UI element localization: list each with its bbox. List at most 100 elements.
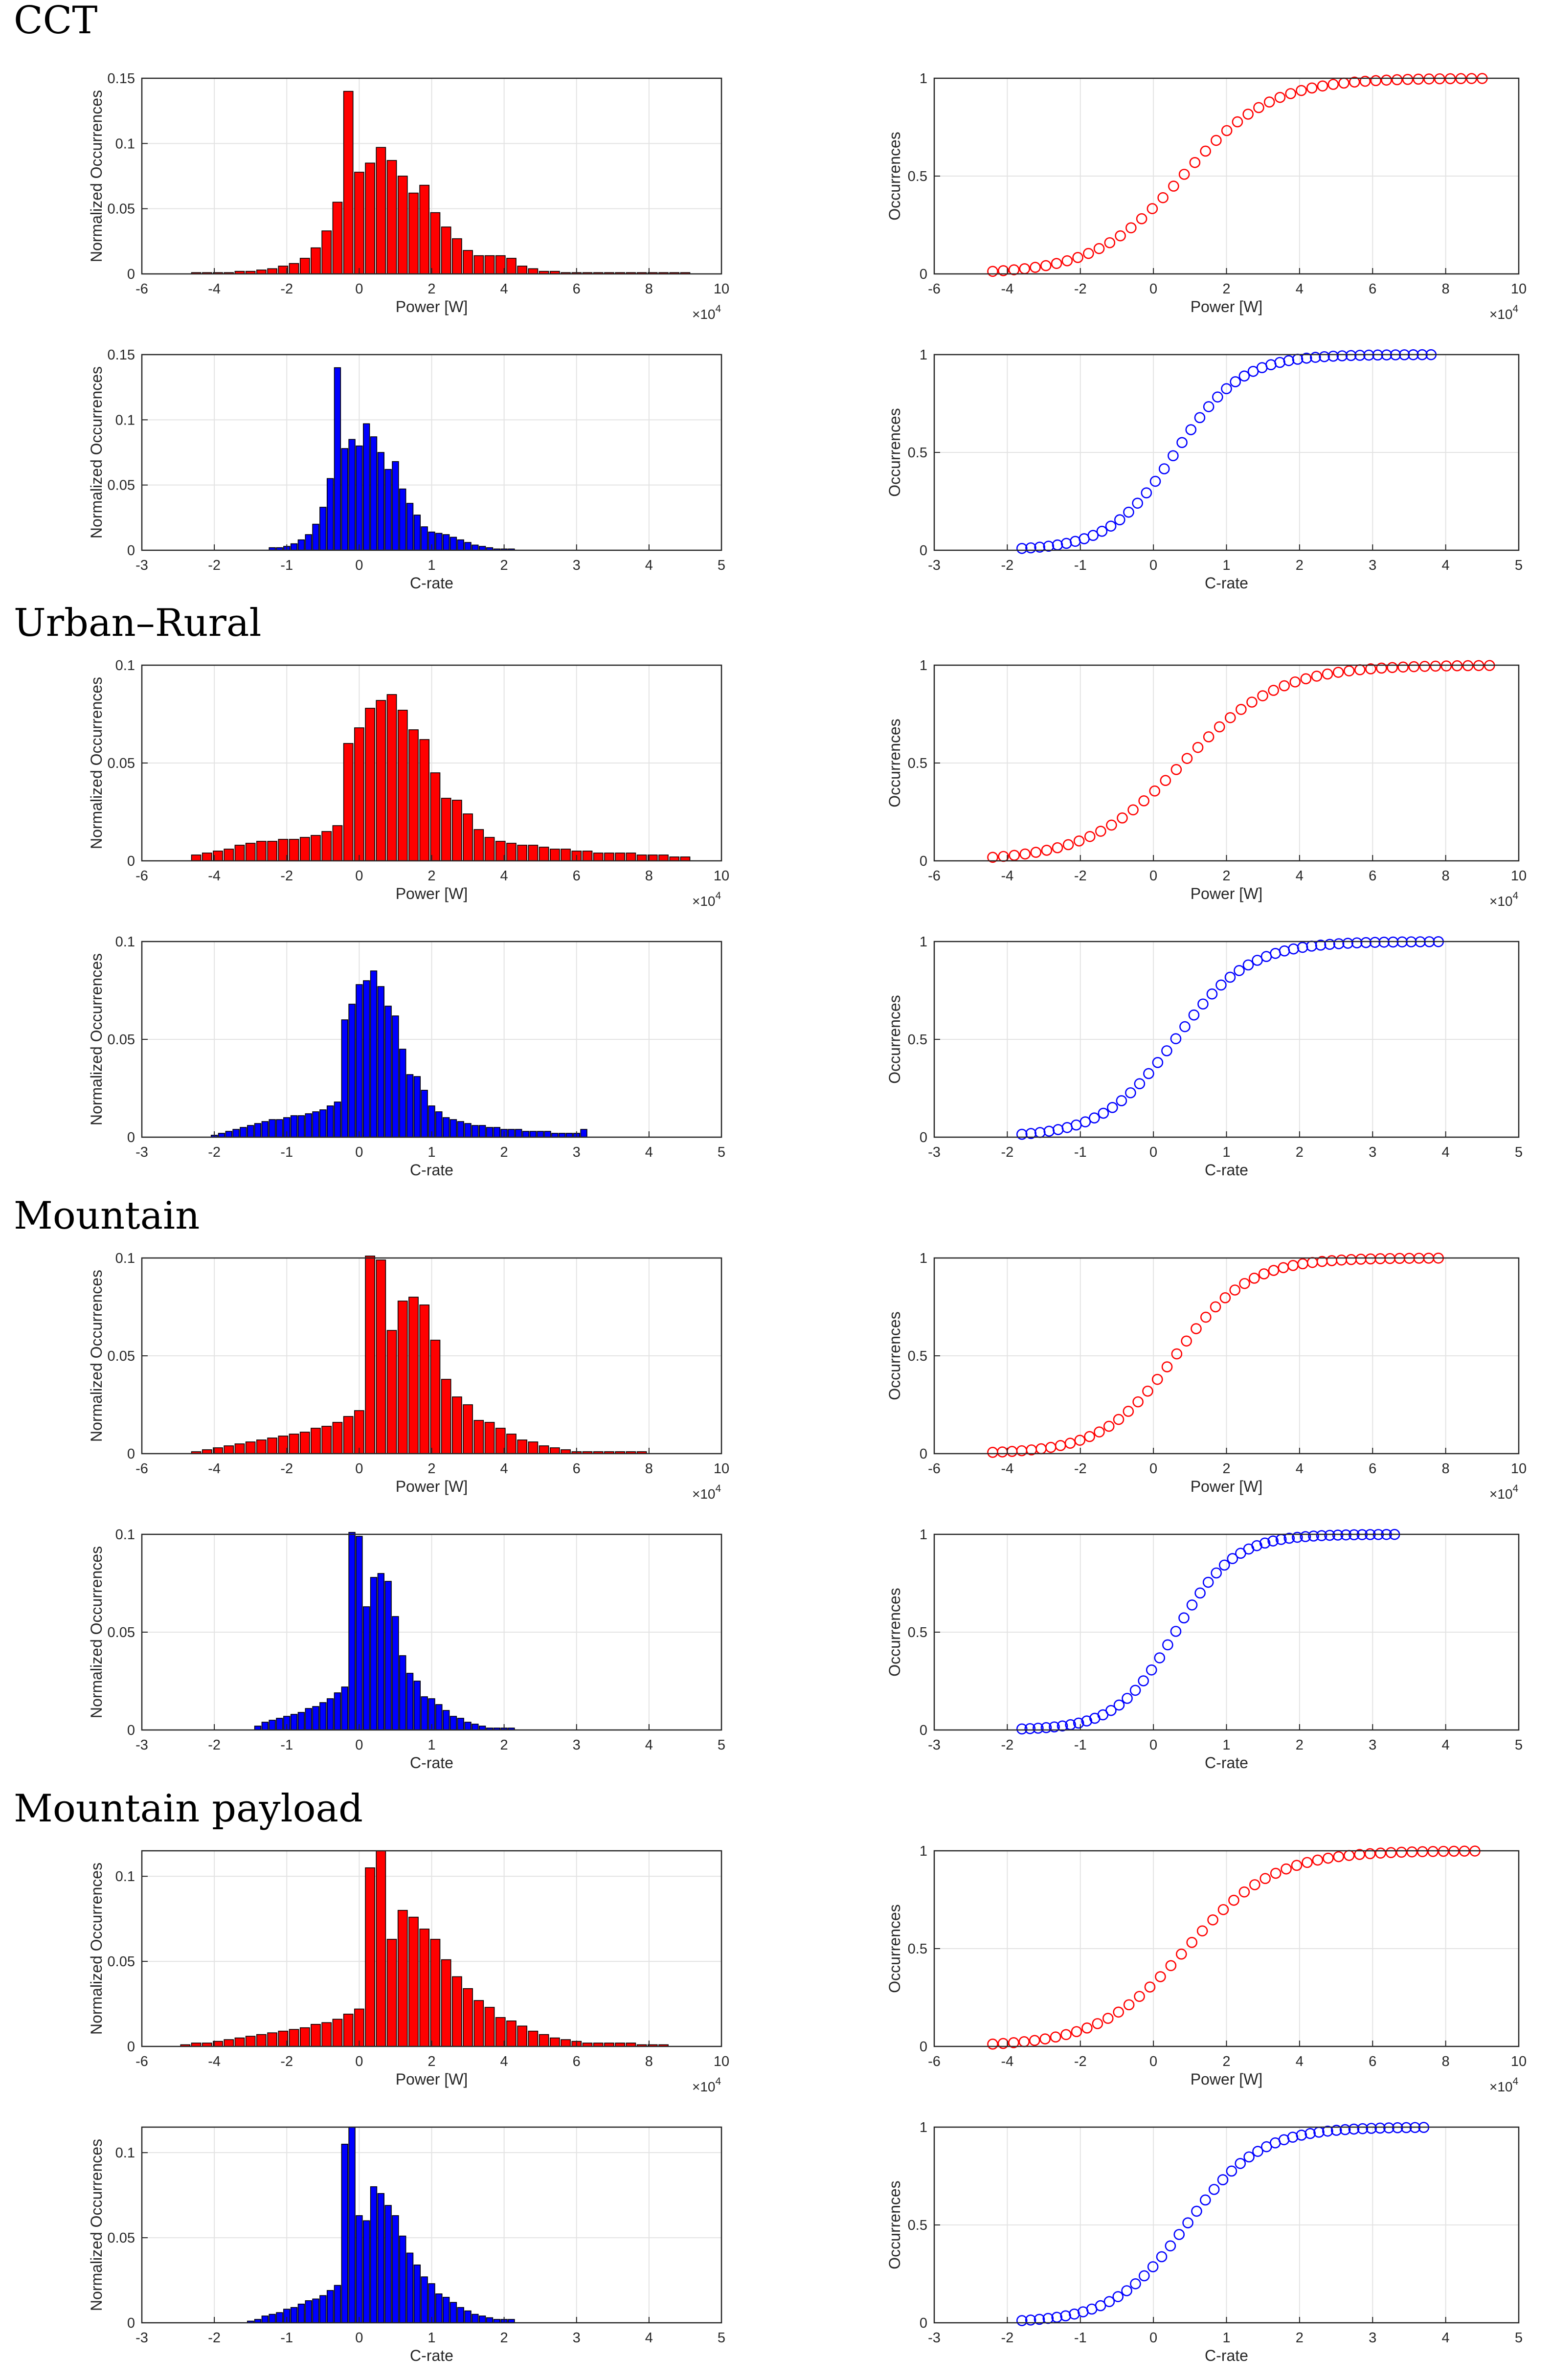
histogram-bar bbox=[356, 445, 363, 551]
y-tick-label: 1 bbox=[920, 347, 927, 363]
cdf-point bbox=[1208, 2184, 1220, 2195]
x-tick-label: -2 bbox=[208, 1737, 221, 1753]
x-tick-label: -1 bbox=[1074, 1737, 1087, 1753]
histogram-bar bbox=[384, 1006, 392, 1138]
y-axis-label: Occurrences bbox=[886, 995, 903, 1083]
histogram-bar bbox=[269, 1119, 276, 1138]
y-tick-label: 0.1 bbox=[115, 934, 135, 950]
histogram-bar bbox=[473, 255, 484, 274]
cdf-point bbox=[1168, 180, 1179, 192]
cdf-point bbox=[1138, 2270, 1150, 2282]
x-tick-label: -1 bbox=[1074, 558, 1087, 573]
x-tick-label: -4 bbox=[1001, 868, 1013, 884]
cdf-point bbox=[1292, 1531, 1303, 1543]
y-tick-label: 1 bbox=[920, 934, 927, 950]
cdf-point bbox=[1359, 75, 1371, 87]
cdf-point bbox=[1296, 85, 1307, 96]
x-tick-label: 8 bbox=[645, 281, 653, 297]
cdf-point bbox=[1381, 74, 1392, 86]
x-tick-label: -3 bbox=[135, 1737, 148, 1753]
cdf-point bbox=[1333, 938, 1345, 949]
cdf-point bbox=[1050, 2031, 1061, 2043]
x-tick-label: 5 bbox=[1515, 1737, 1523, 1753]
histogram-bar bbox=[348, 2127, 356, 2323]
y-tick-label: 0.1 bbox=[115, 2145, 135, 2161]
cdf-point bbox=[1186, 1599, 1198, 1611]
cdf-point bbox=[1324, 939, 1335, 950]
histogram-bar bbox=[290, 2307, 298, 2323]
histogram-bar bbox=[321, 1426, 332, 1454]
histogram-bar bbox=[463, 1404, 473, 1454]
x-tick-label: 5 bbox=[1515, 2330, 1523, 2346]
cdf-point bbox=[1387, 662, 1398, 674]
histogram-bar bbox=[473, 1420, 484, 1454]
x-tick-label: -2 bbox=[1074, 868, 1087, 884]
cdf-point bbox=[1278, 1262, 1289, 1274]
histogram-bar bbox=[457, 2307, 464, 2323]
cdf-point bbox=[1125, 222, 1137, 234]
histogram-bar bbox=[463, 250, 473, 274]
exponent-base: ×10 bbox=[1489, 307, 1513, 322]
cdf-point bbox=[1283, 355, 1295, 366]
histogram-bar bbox=[305, 1113, 312, 1138]
cdf-point bbox=[1301, 352, 1312, 364]
cdf-point bbox=[1214, 721, 1225, 733]
cdf-point bbox=[1355, 1254, 1367, 1265]
cdf-point bbox=[1191, 1323, 1202, 1334]
x-tick-label: -4 bbox=[208, 1461, 221, 1477]
cdf-point bbox=[1105, 520, 1117, 532]
x-tick-label: 8 bbox=[1442, 868, 1450, 884]
cdf-point bbox=[1016, 1128, 1028, 1140]
cdf-point bbox=[1006, 1446, 1018, 1457]
cdf-point bbox=[1423, 73, 1435, 85]
section-title: Urban–Rural bbox=[14, 601, 261, 645]
histogram-bar bbox=[517, 1439, 528, 1454]
histogram-bar bbox=[473, 2000, 484, 2047]
cdf-point bbox=[1165, 2240, 1176, 2252]
x-tick-label: -1 bbox=[280, 1737, 293, 1753]
cdf-point bbox=[1064, 1437, 1076, 1449]
histogram-bar bbox=[289, 2029, 299, 2047]
histogram-bar bbox=[450, 2302, 457, 2323]
cdf-point bbox=[1203, 401, 1215, 412]
histogram-bar bbox=[256, 2034, 267, 2047]
x-axis-label: Power [W] bbox=[1191, 1478, 1263, 1495]
cdf-point bbox=[1095, 826, 1106, 837]
histogram-bar bbox=[334, 2285, 341, 2323]
x-axis-exponent: ×104 bbox=[692, 303, 721, 322]
histogram-bar bbox=[451, 1396, 462, 1454]
histogram-bar bbox=[377, 1573, 384, 1730]
cdf-point bbox=[1019, 263, 1031, 274]
histogram-bar bbox=[419, 1929, 430, 2047]
histogram-bar bbox=[261, 2315, 269, 2323]
cdf-point bbox=[1296, 2130, 1307, 2141]
cdf-point bbox=[1217, 1904, 1229, 1915]
x-tick-label: 2 bbox=[427, 281, 435, 297]
x-tick-label: -3 bbox=[135, 1145, 148, 1160]
x-axis-label: Power [W] bbox=[396, 2070, 468, 2088]
x-tick-label: -1 bbox=[1074, 1145, 1087, 1160]
cdf-point bbox=[1143, 1068, 1154, 1079]
cdf-point bbox=[1385, 1847, 1397, 1859]
y-tick-label: 0.1 bbox=[115, 658, 135, 674]
cdf-point bbox=[987, 1447, 998, 1458]
histogram-bar bbox=[234, 2037, 245, 2047]
exponent-base: ×10 bbox=[1489, 1486, 1513, 1502]
x-tick-label: 8 bbox=[645, 1461, 653, 1477]
y-axis-label: Normalized Occurrences bbox=[88, 677, 105, 849]
cdf-point bbox=[1072, 252, 1083, 263]
histogram-chart: -3 -2 -1 0 1 2 3 4 5 0 0.05 0.1 C-rate Normalized Occ… bbox=[88, 1527, 725, 1772]
cdf-point bbox=[1288, 943, 1299, 955]
x-tick-label: 8 bbox=[1442, 281, 1450, 297]
histogram-bar bbox=[261, 1722, 269, 1730]
x-tick-label: -6 bbox=[928, 2054, 941, 2069]
histogram-bar bbox=[299, 1432, 310, 1454]
histogram-bar bbox=[319, 507, 327, 551]
x-tick-label: 6 bbox=[1369, 868, 1376, 884]
cdf-point bbox=[1062, 839, 1074, 851]
histogram-bar bbox=[479, 2315, 486, 2323]
y-axis-label: Normalized Occurrences bbox=[88, 1863, 105, 2035]
histogram-bar bbox=[636, 854, 647, 861]
x-tick-label: -2 bbox=[280, 868, 293, 884]
cdf-point bbox=[1327, 350, 1339, 362]
